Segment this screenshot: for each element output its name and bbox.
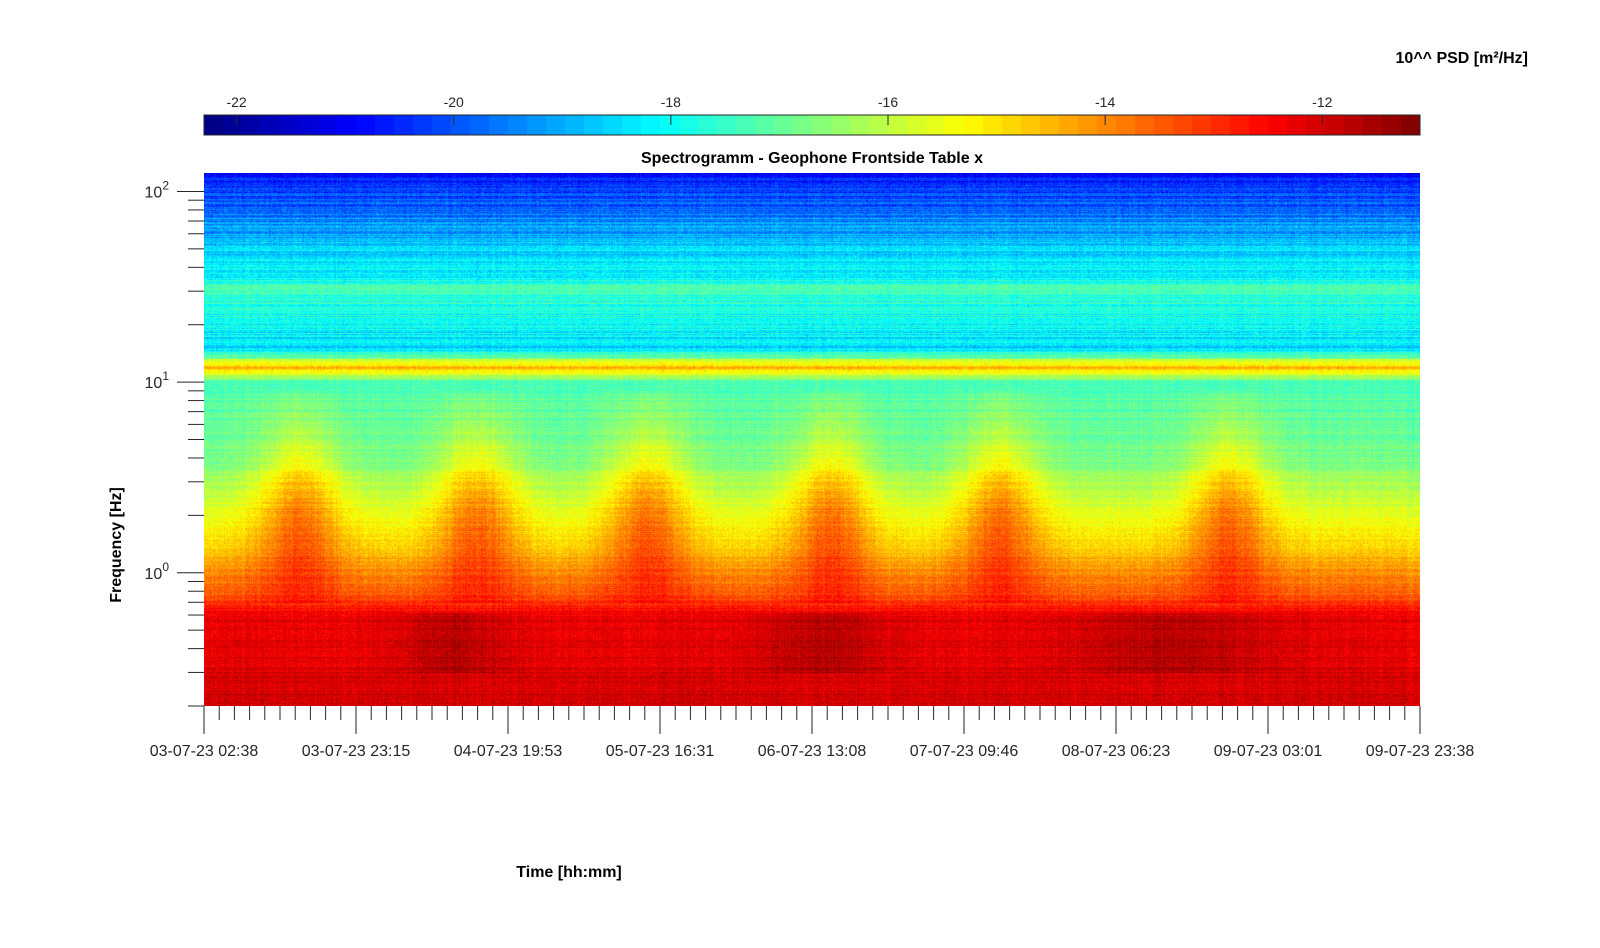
colorbar-tick-label: -18 xyxy=(661,94,681,110)
x-tick-label: 09-07-23 03:01 xyxy=(1214,743,1323,760)
x-tick-label: 03-07-23 02:38 xyxy=(150,743,259,760)
x-axis-label: Time [hh:mm] xyxy=(516,864,622,881)
colorbar-tick-label: -12 xyxy=(1312,94,1332,110)
x-tick-label: 09-07-23 23:38 xyxy=(1366,743,1475,760)
colorbar xyxy=(204,115,1420,135)
x-tick-label: 03-07-23 23:15 xyxy=(302,743,411,760)
x-tick-label: 08-07-23 06:23 xyxy=(1062,743,1171,760)
y-tick-label: 102 xyxy=(145,178,170,201)
colorbar-tick-label: -22 xyxy=(226,94,246,110)
colorbar-tick-label: -20 xyxy=(444,94,464,110)
colorbar-unit-label: 10^^ PSD [m²/Hz] xyxy=(1395,50,1528,67)
colorbar-tick-label: -16 xyxy=(878,94,898,110)
y-tick-label: 101 xyxy=(145,369,170,392)
spectrogram-plot xyxy=(204,173,1420,706)
colorbar-tick-label: -14 xyxy=(1095,94,1115,110)
x-tick-label: 04-07-23 19:53 xyxy=(454,743,563,760)
y-tick-label: 100 xyxy=(145,560,170,583)
x-tick-label: 05-07-23 16:31 xyxy=(606,743,715,760)
colorbar-frame xyxy=(203,114,1421,136)
x-tick-label: 06-07-23 13:08 xyxy=(758,743,867,760)
x-tick-label: 07-07-23 09:46 xyxy=(910,743,1019,760)
chart-title: Spectrogramm - Geophone Frontside Table … xyxy=(641,150,983,167)
